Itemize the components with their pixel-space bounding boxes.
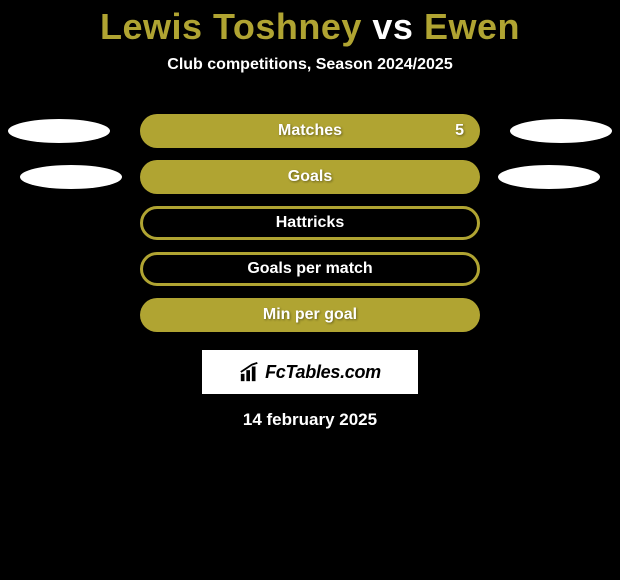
date-label: 14 february 2025 (0, 410, 620, 430)
stat-label: Goals per match (247, 260, 372, 278)
comparison-title: Lewis Toshney vs Ewen (0, 0, 620, 48)
stat-pill: Matches 5 (140, 114, 480, 148)
bars-icon (239, 361, 261, 383)
player1-name: Lewis Toshney (100, 6, 362, 47)
stat-row: Hattricks (0, 206, 620, 240)
stat-pill: Min per goal (140, 298, 480, 332)
stat-rows: Matches 5 Goals Hattricks Goals per match Min… (0, 114, 620, 332)
stat-label: Goals (288, 168, 332, 186)
subtitle: Club competitions, Season 2024/2025 (0, 56, 620, 74)
stat-row: Goals (0, 160, 620, 194)
stat-pill: Goals per match (140, 252, 480, 286)
stat-row: Goals per match (0, 252, 620, 286)
stat-pill: Hattricks (140, 206, 480, 240)
stat-label: Min per goal (263, 306, 357, 324)
stat-pill: Goals (140, 160, 480, 194)
stat-row: Matches 5 (0, 114, 620, 148)
logo-text: FcTables.com (265, 362, 381, 383)
stat-label: Hattricks (276, 214, 344, 232)
right-ellipse (510, 119, 612, 143)
left-ellipse (8, 119, 110, 143)
fctables-logo: FcTables.com (202, 350, 418, 394)
left-ellipse (20, 165, 122, 189)
vs-separator: vs (362, 6, 424, 47)
player2-name: Ewen (424, 6, 520, 47)
right-ellipse (498, 165, 600, 189)
stat-label: Matches (278, 122, 342, 140)
stat-value: 5 (455, 122, 464, 140)
stat-row: Min per goal (0, 298, 620, 332)
